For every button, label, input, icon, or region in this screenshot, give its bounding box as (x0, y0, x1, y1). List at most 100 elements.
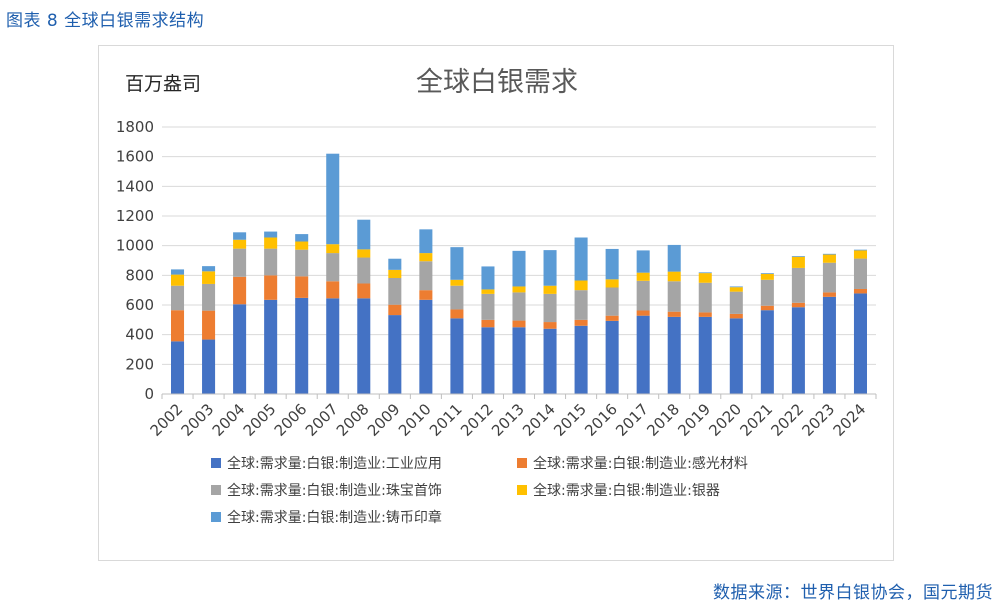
bar-segment (388, 304, 402, 316)
bar-segment (450, 309, 464, 319)
bar-segment (450, 285, 464, 310)
bar-segment (822, 262, 836, 293)
x-tick-label: 2017 (612, 400, 652, 440)
bar-segment (760, 310, 774, 394)
bar-segment (512, 327, 526, 394)
bar-segment (853, 288, 867, 294)
bar-segment (729, 313, 743, 319)
bar-segment (853, 293, 867, 394)
bar-segment (357, 298, 371, 394)
bar-segment (481, 319, 495, 328)
y-tick-label: 1600 (116, 148, 154, 166)
bar-segment (667, 244, 681, 272)
bar-segment (636, 280, 650, 311)
bar-segment (264, 299, 278, 394)
bar-segment (326, 298, 340, 394)
x-tick-label: 2007 (302, 400, 342, 440)
bar-segment (295, 249, 309, 277)
bar-segment (574, 290, 588, 320)
bar-segment (512, 286, 526, 293)
legend-swatch (517, 458, 527, 468)
bar-segment (326, 253, 340, 282)
stacked-bar-chart: 全球白银需求 百万盎司 0 200 400 600 800 1000 1200 1400 160… (116, 67, 877, 526)
bar-segment (264, 231, 278, 238)
y-tick-label: 800 (125, 266, 154, 284)
bar-segment (698, 312, 712, 317)
x-tick-label: 2014 (519, 400, 559, 440)
x-tick-label: 2004 (209, 400, 249, 440)
bar-segment (233, 248, 247, 277)
bar-segment (388, 269, 402, 279)
bar-segment (667, 311, 681, 317)
bar-segment (326, 281, 340, 299)
bar-segment (295, 234, 309, 242)
bar-segment (388, 315, 402, 394)
bar-segment (574, 280, 588, 291)
bar-segment (667, 271, 681, 282)
bar-segment (760, 273, 774, 280)
x-tick-label: 2015 (550, 400, 590, 440)
legend-label: 全球:需求量:白银:制造业:银器 (533, 482, 720, 499)
bar-segment (760, 273, 774, 274)
bar-segment (481, 293, 495, 320)
legend-label: 全球:需求量:白银:制造业:工业应用 (227, 455, 442, 472)
bar-segment (791, 256, 805, 268)
bar-segment (605, 287, 619, 316)
bar-segment (605, 320, 619, 394)
bar-segment (822, 292, 836, 297)
y-tick-label: 1200 (116, 207, 154, 225)
bar-segment (295, 241, 309, 250)
x-tick-label: 2011 (426, 400, 466, 440)
y-tick-label: 600 (125, 296, 154, 314)
y-tick-label: 1400 (116, 177, 154, 195)
bar-segment (605, 248, 619, 280)
bar-segment (357, 249, 371, 258)
y-tick-label: 0 (144, 385, 154, 403)
bar-segment (791, 302, 805, 308)
bar-segment (791, 307, 805, 394)
bar-segment (419, 261, 433, 291)
bar-segment (791, 256, 805, 257)
bar-segment (450, 247, 464, 280)
bar-segment (512, 320, 526, 328)
bar-segment (698, 282, 712, 313)
x-tick-label: 2005 (240, 400, 280, 440)
x-tick-label: 2012 (457, 400, 497, 440)
bar-segment (357, 257, 371, 284)
chart-frame: 全球白银需求 百万盎司 0 200 400 600 800 1000 1200 1400 160… (98, 45, 894, 561)
bar-segment (419, 229, 433, 254)
bar-segment (481, 266, 495, 290)
bar-segment (729, 287, 743, 292)
x-tick-label: 2010 (395, 400, 435, 440)
x-tick-label: 2018 (643, 400, 683, 440)
y-tick-label: 400 (125, 326, 154, 344)
bar-segment (202, 271, 216, 284)
bar-segment (636, 250, 650, 273)
legend-swatch (211, 458, 221, 468)
bar-segment (853, 250, 867, 259)
x-tick-label: 2024 (830, 400, 870, 440)
gridlines (162, 126, 876, 365)
legend-swatch (211, 485, 221, 495)
bar-segment (543, 322, 557, 329)
bar-segment (760, 279, 774, 306)
bar-segment (574, 319, 588, 326)
bar-segment (729, 318, 743, 394)
bar-segment (543, 328, 557, 394)
legend: 全球:需求量:白银:制造业:工业应用 全球:需求量:白银:制造业:感光材料全球:需… (211, 455, 748, 526)
bar-segment (233, 276, 247, 305)
figure-caption: 图表 8 全球白银需求结构 (6, 11, 205, 31)
bar-segment (419, 290, 433, 300)
bar-segment (605, 279, 619, 288)
y-tick-label: 1800 (116, 118, 154, 136)
bar-segment (233, 232, 247, 240)
bar-segment (326, 153, 340, 245)
bar-segment (636, 310, 650, 316)
bar-segment (419, 299, 433, 394)
bar-segment (295, 297, 309, 394)
legend-label: 全球:需求量:白银:制造业:珠宝首饰 (227, 482, 442, 499)
bar-segment (791, 267, 805, 303)
bar-segment (698, 316, 712, 394)
bar-segment (264, 275, 278, 300)
x-tick-label: 2008 (333, 400, 373, 440)
